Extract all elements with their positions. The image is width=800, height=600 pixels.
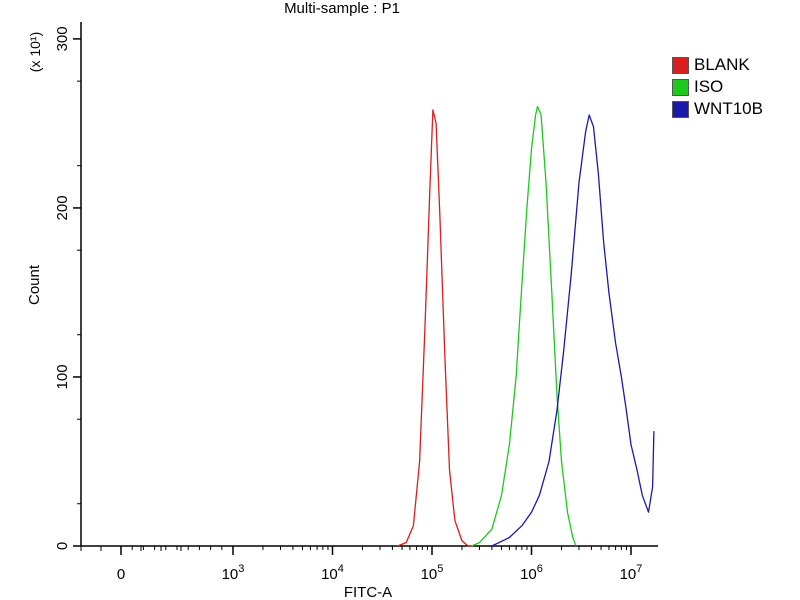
series-line-iso <box>471 105 577 547</box>
x-tick-label: 105 <box>421 563 444 583</box>
x-axis: 0 103 104 105 106 107 <box>80 546 643 583</box>
y-tick-label: 300 <box>54 26 71 51</box>
x-tick-label: 0 <box>117 566 125 583</box>
x-axis-label: FITC-A <box>344 584 392 600</box>
x-tick-label: 107 <box>620 563 643 583</box>
plot-frame <box>80 22 658 547</box>
x-tick-label: 104 <box>321 563 344 583</box>
x-tick-label: 103 <box>222 563 245 583</box>
legend-item-iso: ISO <box>672 76 763 98</box>
legend-label: BLANK <box>694 55 750 74</box>
legend-swatch <box>672 100 689 118</box>
legend-swatch <box>672 78 689 96</box>
y-axis: 0 100 200 300 <box>54 26 81 550</box>
series-layer <box>397 105 655 547</box>
series-line-blank <box>397 109 474 547</box>
legend-swatch <box>672 56 689 74</box>
x-tick-label: 106 <box>520 563 543 583</box>
legend-label: WNT10B <box>694 99 763 118</box>
legend-item-wnt10b: WNT10B <box>672 98 763 120</box>
legend-label: ISO <box>694 77 724 96</box>
y-tick-label: 200 <box>54 195 71 220</box>
legend-item-blank: BLANK <box>672 54 763 76</box>
chart-title: Multi-sample : P1 <box>284 0 400 17</box>
y-tick-label: 100 <box>54 364 71 389</box>
y-axis-label: Count <box>26 264 43 305</box>
legend: BLANK ISO WNT10B <box>672 54 763 120</box>
y-axis-multiplier: (x 10¹) <box>27 32 43 72</box>
y-tick-label: 0 <box>54 542 71 550</box>
series-line-wnt10b <box>491 114 655 547</box>
